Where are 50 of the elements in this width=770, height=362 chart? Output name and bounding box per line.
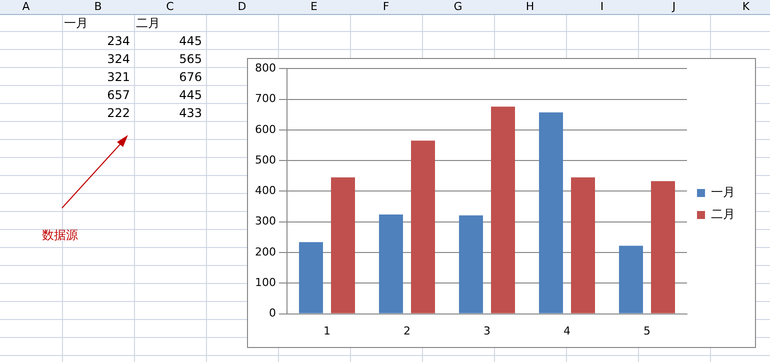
x-tick-label: 3 bbox=[484, 324, 490, 338]
bar bbox=[491, 106, 515, 314]
text: 445 bbox=[178, 87, 202, 104]
text: 445 bbox=[178, 33, 202, 50]
y-tick-label: 800 bbox=[254, 61, 276, 74]
legend-label: 一月 bbox=[711, 185, 735, 200]
bar bbox=[651, 181, 675, 314]
text: 657 bbox=[106, 87, 130, 104]
text: 二月 bbox=[136, 15, 160, 32]
y-tick-label: 400 bbox=[254, 184, 276, 198]
x-tick-label: 2 bbox=[403, 324, 410, 338]
text: D bbox=[236, 0, 248, 14]
bar bbox=[539, 112, 563, 314]
text: C bbox=[165, 0, 175, 14]
y-tick-label: 700 bbox=[254, 92, 276, 106]
x-tick-label: 4 bbox=[564, 324, 570, 338]
text: E bbox=[310, 0, 318, 14]
text: 433 bbox=[178, 105, 202, 122]
text: I bbox=[599, 0, 605, 14]
text: 321 bbox=[106, 69, 130, 86]
legend-label: 二月 bbox=[711, 207, 735, 222]
bar bbox=[378, 214, 403, 314]
y-tick-label: 100 bbox=[254, 276, 276, 290]
text: 234 bbox=[106, 33, 130, 50]
text: A bbox=[21, 0, 31, 14]
y-tick-label: 0 bbox=[268, 306, 276, 320]
text: 222 bbox=[106, 105, 130, 122]
bar bbox=[571, 177, 595, 314]
y-tick-label: 600 bbox=[254, 122, 276, 136]
x-tick-label: 5 bbox=[644, 324, 650, 338]
y-tick-label: 300 bbox=[254, 214, 276, 228]
bar bbox=[619, 246, 643, 314]
text: K bbox=[741, 0, 751, 14]
text: G bbox=[452, 0, 464, 14]
y-tick-label: 500 bbox=[254, 153, 276, 166]
y-tick-label: 200 bbox=[254, 245, 276, 258]
text: H bbox=[524, 0, 536, 14]
text: 565 bbox=[178, 51, 202, 68]
text: 数据源 bbox=[42, 227, 78, 244]
x-tick-label: 1 bbox=[323, 324, 330, 338]
bar bbox=[410, 140, 435, 314]
text: 676 bbox=[178, 69, 202, 86]
text: 324 bbox=[106, 51, 130, 68]
text: 一月 bbox=[64, 15, 88, 32]
bar bbox=[330, 177, 355, 314]
text: J bbox=[670, 0, 677, 14]
bar bbox=[298, 242, 323, 314]
bar bbox=[459, 215, 483, 314]
text: F bbox=[382, 0, 390, 14]
text: B bbox=[93, 0, 103, 14]
